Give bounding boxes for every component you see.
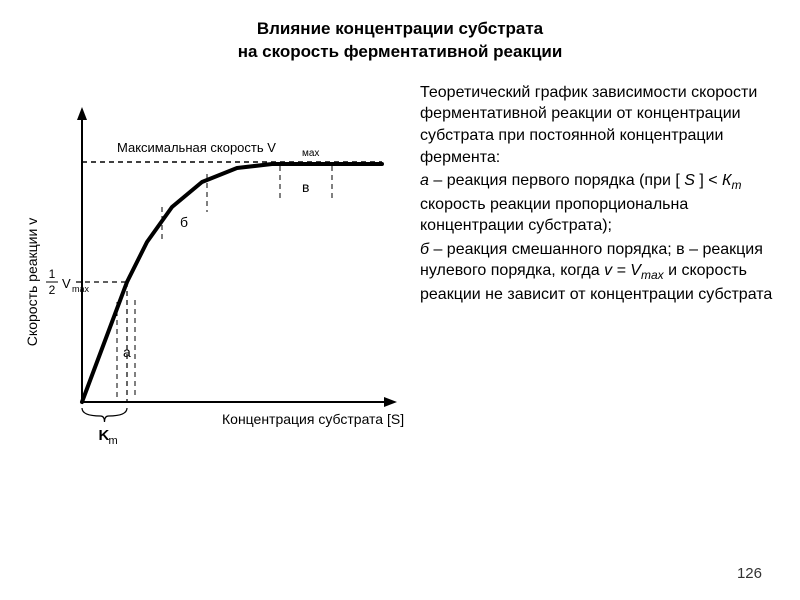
page-title: Влияние концентрации субстрата на скорос… xyxy=(0,0,800,64)
region-a-desc: а – реакция первого порядка (при [ S ] <… xyxy=(420,170,788,237)
svg-text:б: б xyxy=(180,214,188,230)
content-row: Скорость реакции v Концентрация субстрата… xyxy=(0,64,800,467)
title-line-2: на скорость ферментативной реакции xyxy=(238,42,563,61)
svg-text:2: 2 xyxy=(49,283,56,297)
title-line-1: Влияние концентрации субстрата xyxy=(257,19,543,38)
svg-text:max: max xyxy=(72,284,90,294)
svg-text:V: V xyxy=(62,276,71,291)
michaelis-menten-chart: Скорость реакции v Концентрация субстрата… xyxy=(12,82,412,462)
svg-text:Скорость реакции v: Скорость реакции v xyxy=(24,218,40,346)
description-column: Теоретический график зависимости скорост… xyxy=(412,82,788,467)
svg-text:в: в xyxy=(302,179,309,195)
svg-text:Концентрация субстрата [S]: Концентрация субстрата [S] xyxy=(222,411,404,427)
svg-text:мах: мах xyxy=(302,148,319,159)
svg-text:m: m xyxy=(109,435,118,447)
region-b-desc: б – реакция смешанного порядка; в – реак… xyxy=(420,239,788,306)
svg-text:1: 1 xyxy=(49,267,56,281)
intro-text: Теоретический график зависимости скорост… xyxy=(420,82,788,168)
svg-text:а: а xyxy=(123,344,131,360)
page-number: 126 xyxy=(737,565,762,582)
chart-column: Скорость реакции v Концентрация субстрата… xyxy=(12,82,412,467)
svg-text:Максимальная скорость V: Максимальная скорость V xyxy=(117,140,276,155)
